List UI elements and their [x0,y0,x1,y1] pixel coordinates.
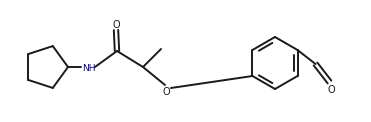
Text: O: O [112,20,120,30]
Text: NH: NH [82,64,95,73]
Text: O: O [328,85,335,95]
Text: O: O [162,87,170,97]
